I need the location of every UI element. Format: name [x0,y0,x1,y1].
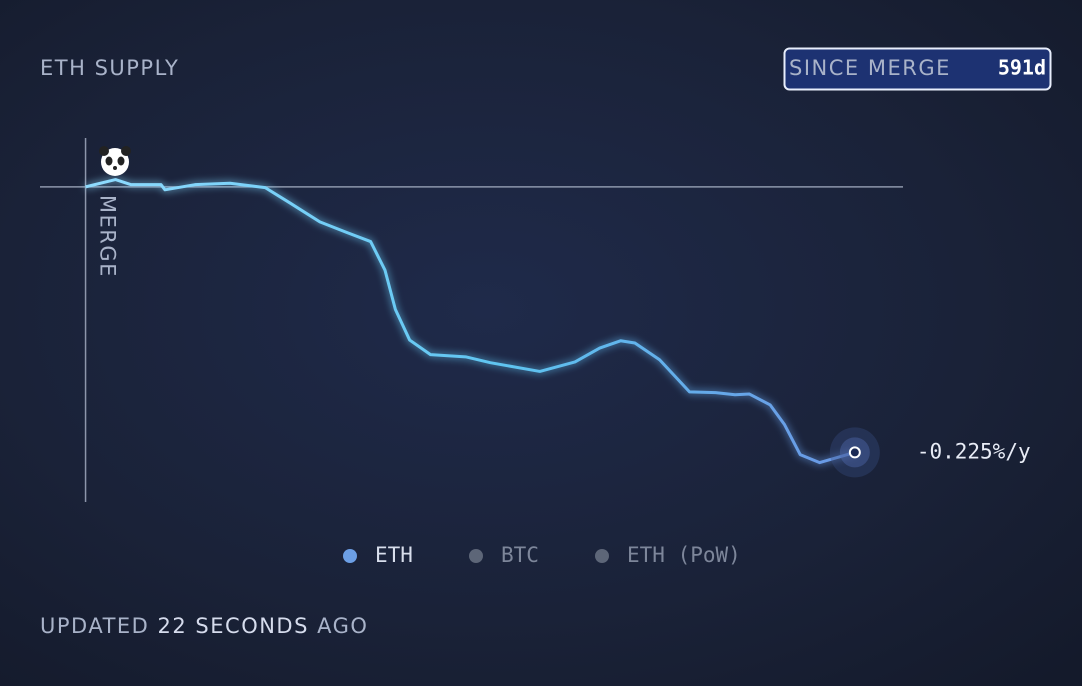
merge-label: MERGE [96,195,120,278]
legend-dot [469,549,483,563]
footer-age: 22 SECONDS [158,614,309,638]
panda-icon [99,146,131,176]
title: ETH SUPPLY [40,56,179,80]
end-point [848,446,861,459]
updated-footer: UPDATED 22 SECONDS AGO [40,614,368,638]
range-button-label[interactable]: SINCE MERGE [789,56,951,80]
range-button[interactable] [783,47,1052,91]
legend-label: ETH [375,543,413,567]
range-button-days[interactable]: 591d [998,56,1046,80]
end-rate-label: -0.225%/y [917,439,1031,463]
footer-suffix: AGO [317,614,368,638]
legend-dot [595,549,609,563]
plot: MERGE -0.225%/y [40,138,1031,502]
legend-label: ETH (PoW) [627,543,741,567]
eth-supply-line [85,178,856,465]
footer-prefix: UPDATED [40,614,149,638]
legend: ETH BTC ETH (PoW) [343,543,741,567]
legend-dot [343,549,357,563]
legend-label: BTC [501,543,539,567]
